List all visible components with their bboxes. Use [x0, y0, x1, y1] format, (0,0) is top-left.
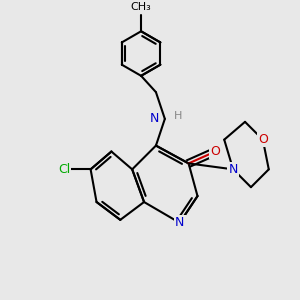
Text: O: O	[258, 133, 268, 146]
Text: CH₃: CH₃	[131, 2, 152, 12]
Text: N: N	[149, 112, 159, 125]
Text: N: N	[229, 163, 238, 176]
Text: H: H	[174, 111, 182, 121]
Text: O: O	[210, 145, 220, 158]
Text: N: N	[175, 216, 184, 229]
Text: Cl: Cl	[58, 163, 70, 176]
